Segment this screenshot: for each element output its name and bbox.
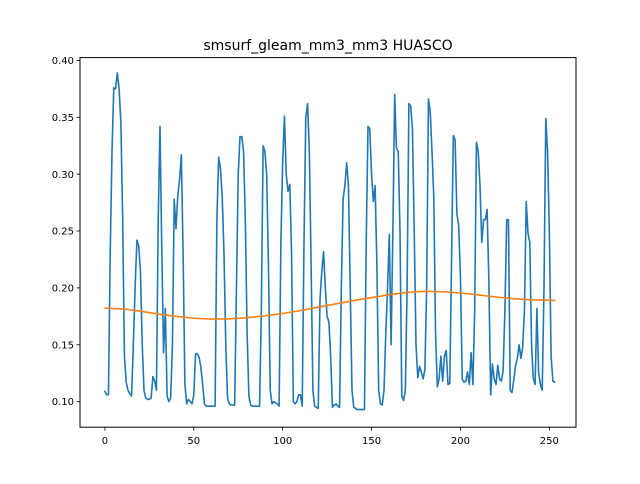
x-tick-label: 100: [273, 436, 292, 447]
chart-title: smsurf_gleam_mm3_mm3 HUASCO: [203, 38, 452, 54]
x-tick-label: 0: [102, 436, 108, 447]
x-tick-label: 150: [362, 436, 381, 447]
y-tick-label: 0.25: [52, 227, 74, 238]
y-tick-label: 0.10: [52, 397, 74, 408]
y-tick-label: 0.20: [52, 283, 74, 294]
series-layer: [104, 72, 556, 411]
series-line-1: [104, 72, 556, 411]
plot-frame: [79, 57, 577, 428]
y-tick-label: 0.40: [52, 56, 74, 67]
x-tick-label: 200: [451, 436, 470, 447]
y-tick-label: 0.35: [52, 113, 74, 124]
y-tick-label: 0.15: [52, 340, 74, 351]
ticks-layer: 0 50 100 150 200 250 0.10 0.15 0.20 0.25 0.30 0.35 0…: [52, 56, 559, 447]
x-tick-label: 250: [540, 436, 559, 447]
series-line-2: [104, 290, 556, 320]
y-tick-label: 0.30: [52, 170, 74, 181]
x-tick-label: 50: [187, 436, 200, 447]
